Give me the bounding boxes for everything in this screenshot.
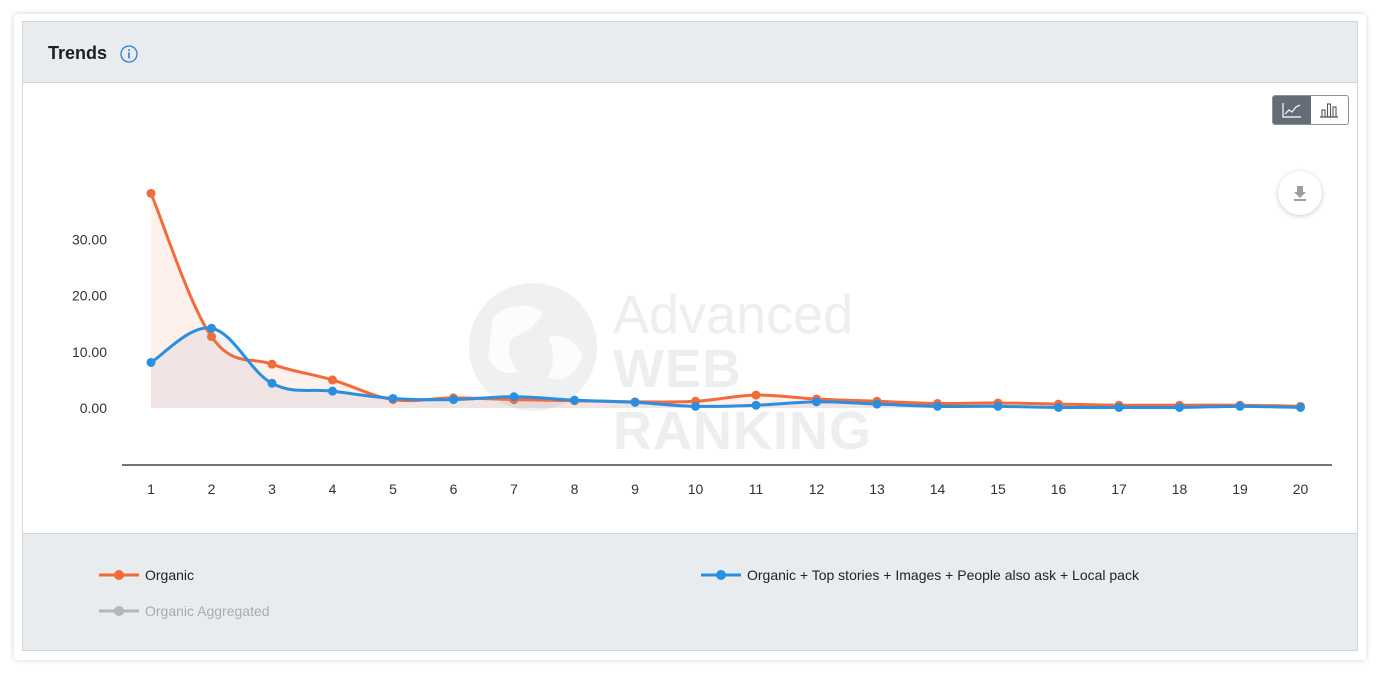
x-tick-label: 1 — [147, 481, 155, 497]
x-tick-label: 2 — [208, 481, 216, 497]
x-tick-label: 17 — [1111, 481, 1127, 497]
card-header: Trends — [23, 22, 1357, 83]
legend-marker-organic-aggregated — [99, 606, 139, 616]
data-point-organic-3 — [267, 359, 277, 369]
chart-type-toggle — [1272, 95, 1349, 125]
data-point-organic-combined-16 — [1054, 402, 1063, 412]
data-point-organic-combined-17 — [1114, 402, 1124, 412]
data-point-organic-combined-19 — [1235, 401, 1245, 411]
data-point-organic-4 — [328, 375, 337, 385]
bar-chart-icon — [1320, 103, 1339, 118]
chart-legend: Organic Organic + Top stories + Images +… — [23, 533, 1357, 650]
series-line-organic-combined — [149, 326, 1302, 410]
data-point-organic-combined-13 — [872, 399, 882, 409]
data-point-organic-combined-11 — [751, 400, 761, 410]
x-tick-label: 15 — [990, 481, 1006, 497]
x-tick-label: 10 — [688, 481, 704, 497]
legend-item-organic-aggregated[interactable]: Organic Aggregated — [99, 601, 270, 621]
data-point-organic-combined-5 — [388, 393, 398, 403]
x-tick-label: 19 — [1232, 481, 1248, 497]
data-point-organic-combined-20 — [1296, 402, 1305, 412]
data-point-organic-2 — [207, 332, 216, 342]
legend-label-organic-combined: Organic + Top stories + Images + People … — [747, 567, 1139, 583]
x-tick-label: 13 — [869, 481, 885, 497]
widget-frame: Trends Advanced WEB RANKING 0.00 10.00 20.… — [14, 14, 1366, 660]
card-title: Trends — [48, 43, 108, 63]
data-point-organic-combined-18 — [1175, 402, 1184, 412]
series-area-organic — [151, 193, 1301, 408]
data-point-organic-1 — [146, 188, 156, 198]
x-tick-label: 16 — [1051, 481, 1067, 497]
trends-card: Trends Advanced WEB RANKING 0.00 10.00 20.… — [22, 21, 1358, 651]
data-point-organic-combined-2 — [207, 323, 216, 333]
data-point-organic-combined-6 — [449, 395, 458, 405]
info-icon[interactable] — [120, 45, 138, 63]
line-chart-icon — [1282, 103, 1301, 118]
x-tick-label: 18 — [1172, 481, 1188, 497]
data-point-organic-combined-10 — [691, 401, 700, 411]
x-tick-label: 5 — [389, 481, 397, 497]
download-button[interactable] — [1278, 171, 1322, 215]
data-point-organic-11 — [751, 390, 761, 400]
legend-label-organic-aggregated: Organic Aggregated — [145, 603, 270, 619]
x-tick-label: 4 — [329, 481, 337, 497]
data-point-organic-combined-4 — [328, 386, 337, 396]
line-chart-button[interactable] — [1273, 96, 1311, 124]
data-point-organic-combined-9 — [630, 397, 640, 407]
download-icon — [1294, 186, 1306, 201]
legend-label-organic: Organic — [145, 567, 195, 583]
x-tick-label: 8 — [571, 481, 579, 497]
y-tick-label: 0.00 — [80, 400, 107, 416]
x-tick-label: 3 — [268, 481, 276, 497]
data-point-organic-combined-12 — [812, 397, 821, 407]
series-line-organic — [149, 191, 1302, 408]
x-tick-label: 7 — [510, 481, 518, 497]
data-point-organic-combined-8 — [570, 395, 579, 405]
x-tick-label: 9 — [631, 481, 639, 497]
data-point-organic-combined-15 — [993, 401, 1003, 411]
data-point-organic-combined-3 — [267, 378, 277, 388]
x-tick-label: 12 — [809, 481, 825, 497]
x-tick-label: 6 — [450, 481, 458, 497]
x-tick-label: 20 — [1293, 481, 1309, 497]
legend-marker-organic — [99, 570, 139, 580]
y-tick-label: 10.00 — [72, 344, 107, 360]
y-tick-label: 30.00 — [72, 231, 107, 247]
legend-item-organic-combined[interactable]: Organic + Top stories + Images + People … — [701, 565, 1139, 585]
bar-chart-button[interactable] — [1311, 96, 1349, 124]
y-tick-label: 20.00 — [72, 288, 107, 304]
data-point-organic-combined-14 — [933, 401, 942, 411]
data-point-organic-combined-1 — [146, 357, 156, 367]
x-tick-label: 14 — [930, 481, 946, 497]
legend-item-organic[interactable]: Organic — [99, 565, 194, 585]
series-area-organic-combined — [151, 327, 1301, 408]
data-point-organic-combined-7 — [509, 392, 519, 402]
x-tick-label: 11 — [749, 481, 764, 497]
legend-marker-organic-combined — [701, 570, 741, 580]
